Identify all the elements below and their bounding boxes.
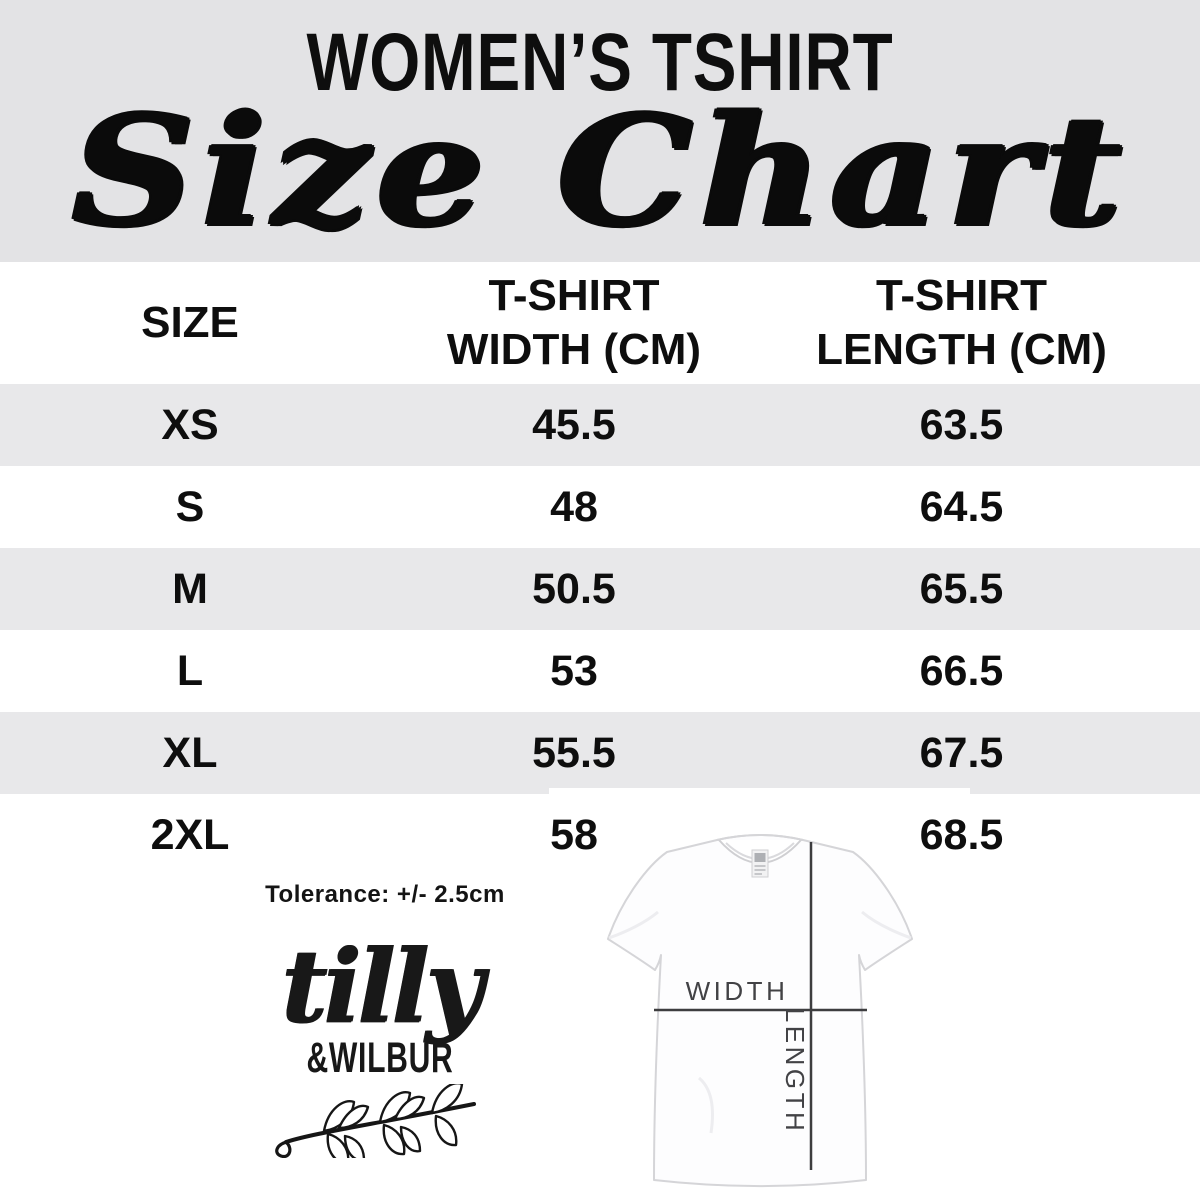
width-cell: 53: [550, 646, 598, 695]
column-header-length-line1: T-SHIRT: [875, 271, 1048, 320]
length-cell: 64.5: [919, 482, 1004, 531]
table-row: M 50.5 65.5: [0, 548, 1200, 630]
width-cell: 55.5: [532, 728, 616, 777]
width-cell: 50.5: [532, 564, 616, 613]
length-label: LENGTH: [780, 1008, 810, 1134]
brand-name-script: tilly: [280, 927, 483, 1045]
brand-name-caps: &WILBUR: [306, 1034, 454, 1082]
header-banner: WOMEN’S TSHIRT Size Chart: [0, 0, 1200, 262]
table-row: XL 55.5 67.5: [0, 712, 1200, 794]
brand-logo: tilly &WILBUR: [266, 934, 494, 1158]
size-cell: M: [172, 564, 208, 613]
length-cell: 66.5: [919, 646, 1004, 695]
script-title: Size Chart: [0, 81, 1200, 260]
tshirt-figure: WIDTH LENGTH: [549, 788, 970, 1200]
width-label: WIDTH: [686, 976, 789, 1006]
size-cell: L: [176, 646, 204, 695]
size-cell: XS: [161, 400, 219, 449]
column-header-width: T-SHIRT WIDTH (CM): [380, 269, 768, 377]
script-title-text: Size Chart: [71, 81, 1129, 260]
neck-tag-icon: [751, 849, 769, 878]
length-cell: 63.5: [919, 400, 1004, 449]
table-row: XS 45.5 63.5: [0, 384, 1200, 466]
width-cell: 45.5: [532, 400, 616, 449]
column-header-length: T-SHIRT LENGTH (CM): [768, 269, 1155, 377]
table-row: S 48 64.5: [0, 466, 1200, 548]
width-cell: 58: [550, 810, 598, 859]
laurel-branch-icon: [275, 1084, 476, 1158]
width-cell: 48: [550, 482, 598, 531]
size-cell: S: [175, 482, 205, 531]
column-header-size-label: SIZE: [141, 298, 239, 347]
column-header-width-line1: T-SHIRT: [488, 271, 660, 320]
tolerance-note: Tolerance: +/- 2.5cm: [265, 881, 505, 908]
size-cell: 2XL: [150, 810, 230, 859]
page-title: WOMEN’S TSHIRT: [306, 17, 894, 108]
column-header-length-line2: LENGTH (CM): [816, 325, 1107, 374]
length-cell: 65.5: [919, 564, 1004, 613]
length-cell: 67.5: [919, 728, 1004, 777]
column-header-size: SIZE: [0, 296, 380, 350]
table-header-row: SIZE T-SHIRT WIDTH (CM) T-SHIRT LENGTH (…: [0, 262, 1200, 384]
size-cell: XL: [162, 728, 218, 777]
tshirt-graphic: WIDTH LENGTH: [607, 834, 913, 1187]
table-row: L 53 66.5: [0, 630, 1200, 712]
length-cell: 68.5: [919, 810, 1004, 859]
column-header-width-line2: WIDTH (CM): [446, 325, 702, 374]
